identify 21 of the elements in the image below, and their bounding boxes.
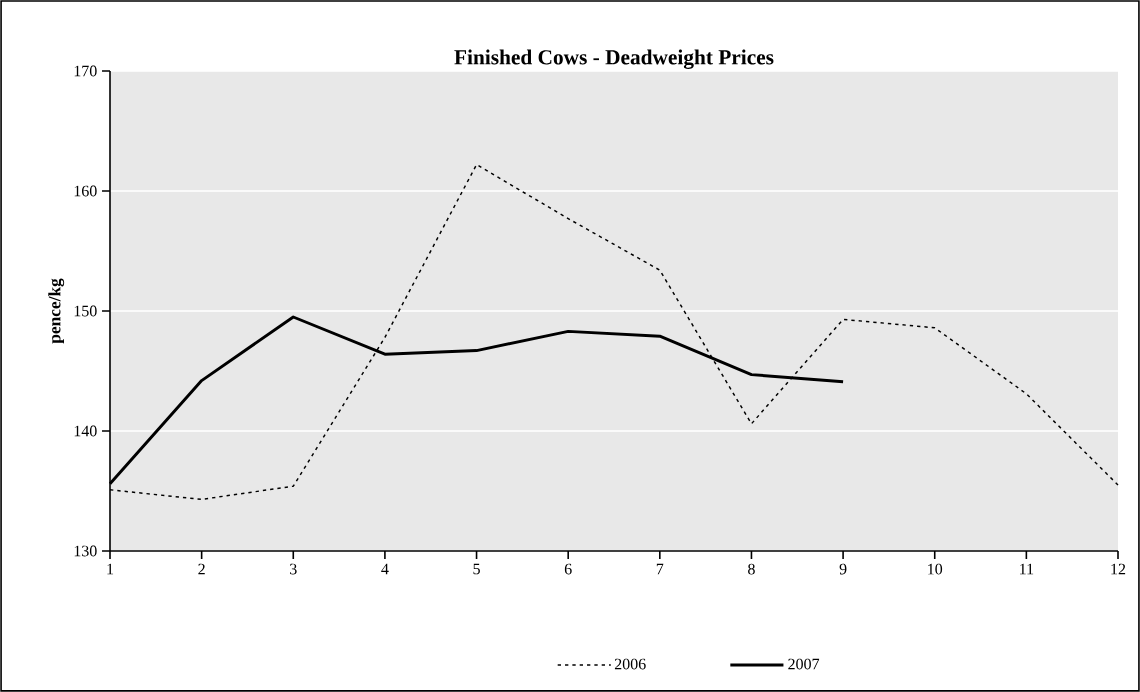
x-tick-label: 7 <box>656 563 664 575</box>
x-tick-label: 11 <box>1020 563 1034 575</box>
x-tick-label: 1 <box>107 563 114 575</box>
chart-title: Finished Cows - Deadweight Prices <box>454 49 774 69</box>
x-tick-label: 3 <box>290 563 297 575</box>
x-tick-label: 12 <box>1111 563 1126 575</box>
y-tick-label: 150 <box>74 305 97 317</box>
x-tick-label: 2 <box>198 563 205 575</box>
y-tick-label: 170 <box>74 65 97 77</box>
y-tick-label: 160 <box>74 185 97 197</box>
x-tick-label: 9 <box>839 563 847 575</box>
legend-label: 2007 <box>788 658 820 670</box>
x-tick-label: 10 <box>928 563 943 575</box>
y-axis-title: pence/kg <box>48 278 65 344</box>
x-tick-label: 6 <box>564 563 572 575</box>
y-tick-label: 130 <box>74 545 97 557</box>
x-tick-label: 4 <box>381 563 389 575</box>
x-tick-label: 5 <box>473 563 480 575</box>
x-tick-label: 8 <box>748 563 755 575</box>
y-tick-label: 140 <box>74 425 97 437</box>
legend-label: 2006 <box>614 658 646 670</box>
